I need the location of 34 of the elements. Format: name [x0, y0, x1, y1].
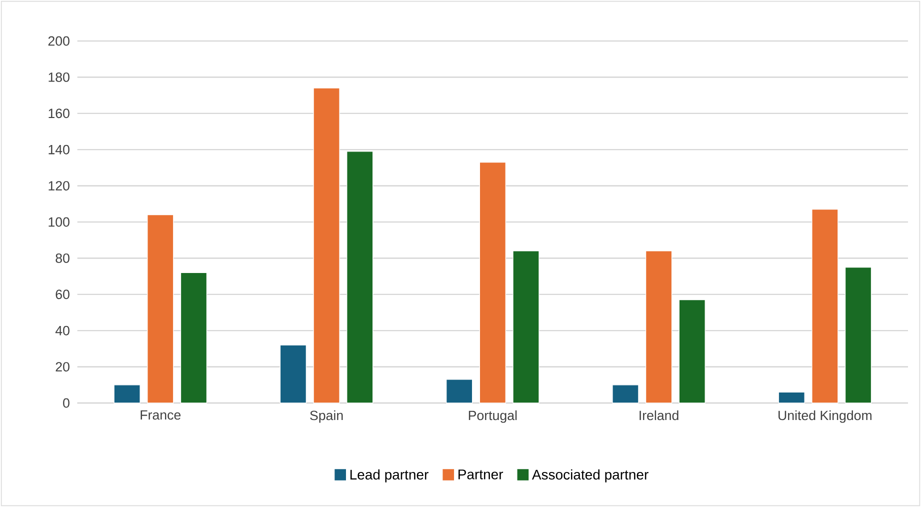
bar: [446, 379, 473, 404]
y-tick-label: 40: [55, 326, 70, 336]
bar: [479, 162, 506, 404]
x-tick-label: France: [140, 410, 181, 420]
y-tick-label: 140: [48, 144, 70, 154]
bar: [512, 250, 540, 404]
bar: [612, 384, 639, 404]
y-tick-label: 180: [48, 72, 70, 82]
legend-label: Partner: [458, 470, 504, 480]
bar: [645, 250, 672, 404]
bar: [147, 214, 174, 404]
bar: [844, 266, 872, 404]
y-tick-label: 60: [56, 290, 70, 300]
y-tick-label: 120: [48, 181, 70, 191]
bar: [180, 272, 208, 404]
bar: [812, 208, 838, 404]
y-tick-label: 20: [56, 362, 70, 372]
y-tick-label: 160: [48, 108, 70, 118]
bar: [280, 344, 307, 404]
y-tick-label: 0: [63, 398, 70, 408]
legend-label: Associated partner: [532, 469, 648, 482]
y-tick-label: 100: [48, 217, 70, 227]
y-tick-label: 200: [48, 36, 70, 46]
bar: [678, 299, 706, 404]
bar: [346, 151, 374, 404]
y-tick-label: 80: [56, 253, 70, 263]
x-tick-label: Portugal: [468, 410, 517, 423]
bar: [114, 384, 140, 404]
x-tick-label: Ireland: [640, 410, 678, 420]
x-tick-label: Spain: [310, 410, 343, 423]
bar: [313, 88, 340, 404]
x-tick-label: United Kingdom: [778, 410, 872, 423]
legend-label: Lead partner: [350, 469, 428, 482]
bar: [778, 392, 805, 404]
